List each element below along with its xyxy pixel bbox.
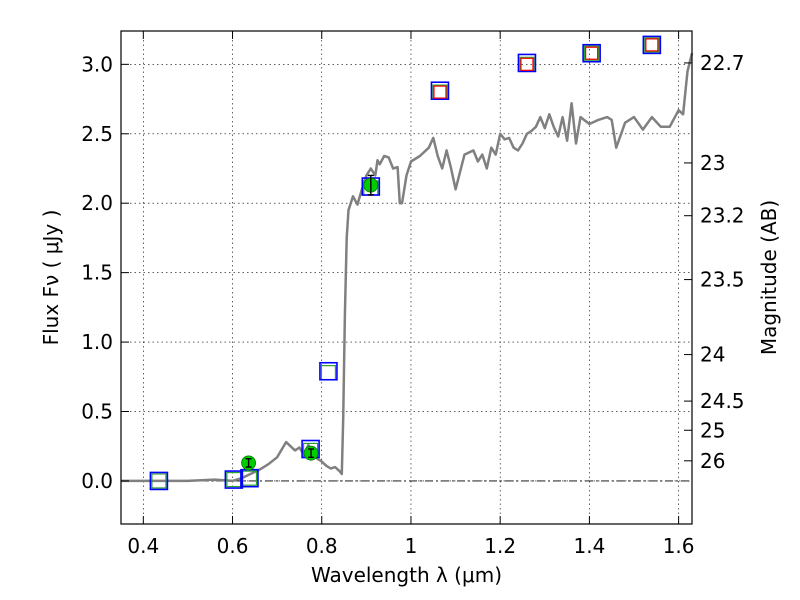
right-axis-title: Magnitude (AB) (757, 200, 781, 355)
mag-tick-label: 24 (700, 343, 725, 367)
mag-tick-label: 23.2 (700, 204, 745, 228)
x-tick-label: 0.4 (127, 534, 159, 558)
photometry-square (320, 365, 337, 381)
photometry-square (644, 37, 660, 53)
y-tick-label: 2.0 (81, 191, 113, 215)
photometry-square (151, 473, 167, 489)
photometry-square (642, 35, 662, 55)
photometry-square (432, 84, 448, 100)
model-spectrum-line (121, 52, 694, 483)
photometry-square (433, 85, 447, 99)
y-tick-label: 0.5 (81, 400, 113, 424)
y-tick-label: 1.5 (81, 261, 113, 285)
x-axis-title: Wavelength λ (μm) (311, 563, 502, 587)
photometry-square (517, 53, 537, 73)
y-tick-label: 1.0 (81, 330, 113, 354)
photometry-square (584, 45, 600, 61)
x-tick-label: 1.4 (573, 534, 605, 558)
grid (121, 31, 692, 524)
x-tick-label: 0.6 (217, 534, 249, 558)
mag-tick-label: 26 (700, 449, 725, 473)
x-tick-label: 1.2 (484, 534, 516, 558)
axis-ticks: 0.4 0.6 0.8 1 1.2 1.4 1.6 0.0 0.5 1.0 1.5 2.0 2.5 3.0… (81, 31, 745, 558)
y-axis-title: Flux Fν ( μJy ) (39, 210, 63, 346)
x-tick-label: 0.8 (306, 534, 338, 558)
y-tick-label: 3.0 (81, 52, 113, 76)
data-marks (121, 35, 694, 491)
photometry-square (585, 46, 599, 60)
photometry-square (645, 38, 659, 52)
plot-frame (120, 30, 693, 525)
mag-tick-label: 24.5 (700, 389, 745, 413)
mag-tick-label: 25 (700, 418, 725, 442)
photometry-square (319, 361, 338, 381)
x-tick-label: 1 (405, 534, 418, 558)
photometry-square (149, 471, 169, 491)
x-tick-label: 1.6 (663, 534, 695, 558)
photometry-square (224, 470, 244, 489)
mag-tick-label: 23 (700, 151, 725, 175)
mag-tick-label: 22.7 (700, 51, 745, 75)
photometry-square (430, 81, 450, 101)
mag-tick-label: 23.5 (700, 268, 745, 292)
y-tick-label: 0.0 (81, 469, 113, 493)
photometry-square (520, 57, 534, 71)
photometry-square (582, 43, 601, 63)
y-tick-label: 2.5 (81, 122, 113, 146)
